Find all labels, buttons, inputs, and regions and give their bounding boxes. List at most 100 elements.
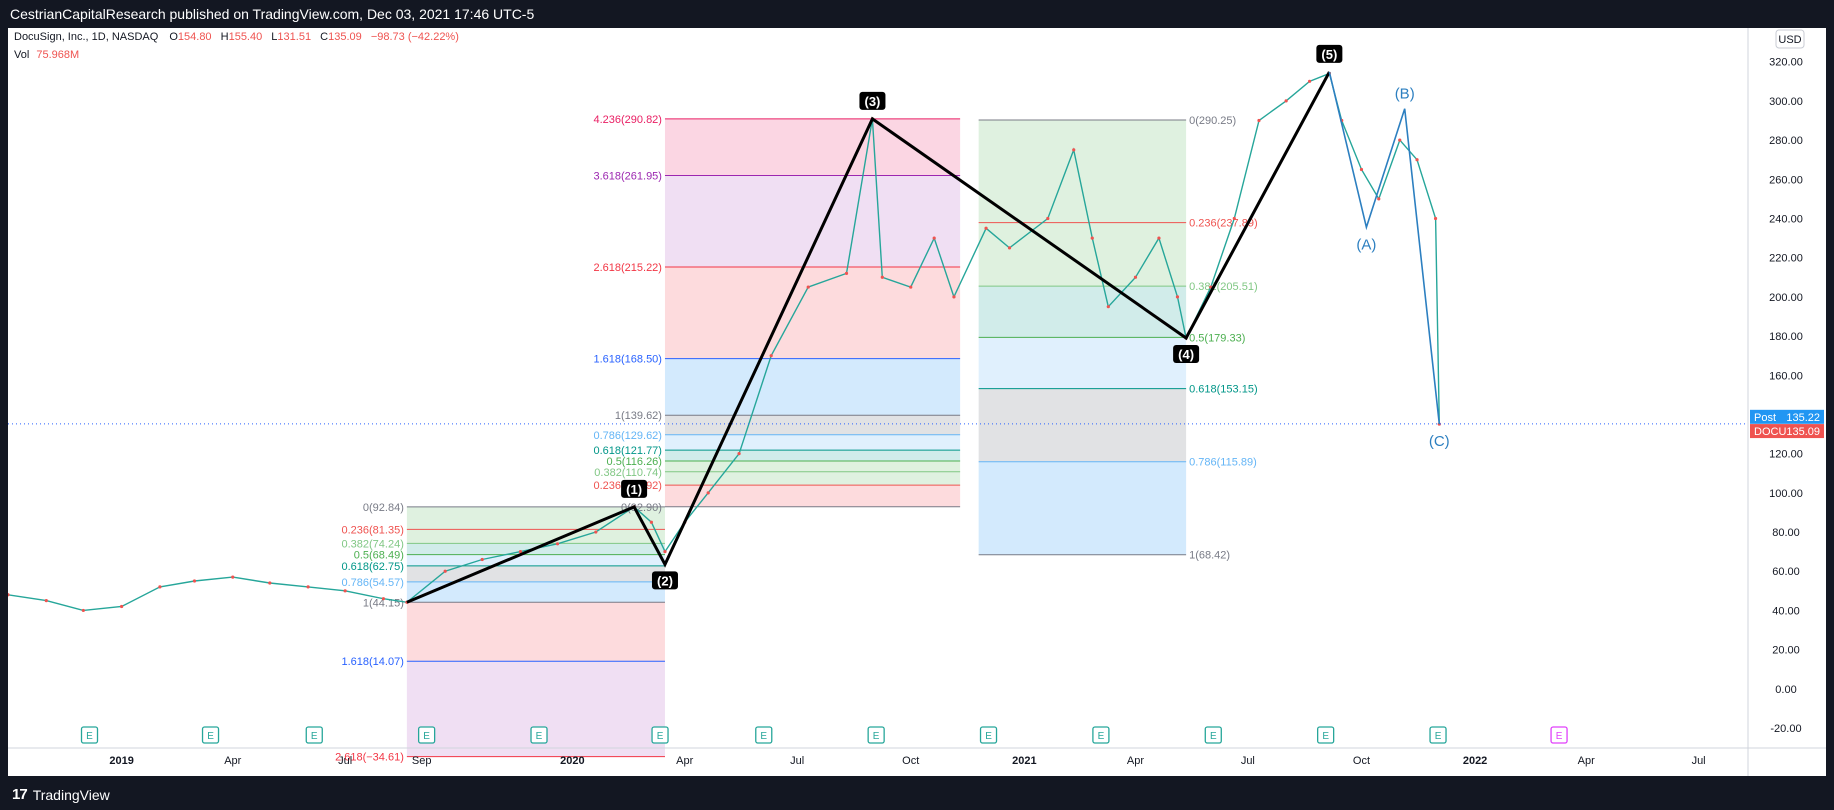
x-tick-label: Apr	[224, 755, 241, 767]
low-label: L	[271, 31, 277, 43]
price-point	[952, 295, 956, 299]
earnings-marker-label: E	[207, 731, 214, 742]
price-point	[120, 604, 124, 609]
fibonacci-layer: 0(92.84) 0.236(81.35) 0.382(74.24)0.5(68.4…	[335, 114, 1258, 764]
x-tick-label: Apr	[1127, 755, 1144, 767]
fib-level-label: 2.618(215.22)	[593, 262, 662, 274]
footer: 17 TradingView	[0, 780, 1834, 810]
earnings-marker	[1550, 726, 1568, 744]
price-point	[158, 585, 162, 589]
wave-label: (2)	[657, 573, 673, 588]
wave-label-box	[859, 91, 886, 110]
earnings-marker-label: E	[760, 731, 767, 742]
fib-level-label: 0.5(179.33)	[1189, 332, 1245, 344]
svg-text:Vol 75.968M: Vol 75.968M	[14, 49, 79, 61]
earnings-marker	[1092, 726, 1110, 744]
fib-band	[406, 565, 665, 582]
x-tick-label: Sep	[412, 755, 432, 767]
x-tick-label: Jul	[338, 755, 352, 767]
fib-band	[664, 471, 961, 486]
price-point	[1232, 216, 1236, 221]
low-value: 131.51	[277, 31, 311, 43]
price-point	[1359, 167, 1364, 172]
y-tick-label: -20.00	[1770, 723, 1801, 735]
x-tick-label: 2020	[560, 755, 584, 767]
fib-level-label: 2.618(−34.61)	[335, 752, 404, 764]
fib-band	[978, 461, 1187, 555]
fib-level-label: 0(92.84)	[363, 502, 404, 514]
abc-label: (C)	[1429, 433, 1450, 450]
fib-band	[978, 120, 1187, 223]
wave-label: (4)	[1178, 347, 1194, 362]
fib-band	[664, 434, 961, 451]
y-tick-label: 220.00	[1769, 253, 1803, 265]
fib-band	[978, 388, 1187, 462]
price-point	[518, 550, 523, 554]
fib-band	[406, 581, 665, 603]
symbol-title: DocuSign, Inc., 1D, NASDAQ	[14, 31, 159, 43]
wave-label: (1)	[626, 482, 642, 497]
earnings-marker	[979, 726, 998, 744]
fib-level-label: 1.618(168.50)	[593, 354, 662, 366]
x-tick-label: 2022	[1463, 755, 1487, 767]
publish-header: CestrianCapitalResearch published on Tra…	[0, 0, 1834, 28]
price-point	[1157, 236, 1161, 240]
fib-level-label: 3.618(261.95)	[593, 170, 662, 182]
fib-band	[978, 286, 1187, 338]
price-point	[306, 585, 310, 589]
last-price-tag-label: DOCU	[1754, 426, 1786, 438]
currency-label: USD	[1778, 34, 1801, 46]
fib-band	[664, 415, 961, 435]
tradingview-logo[interactable]: 17 TradingView	[12, 786, 110, 803]
fib-level-label: 0(92.90)	[621, 502, 662, 514]
x-tick-label: Apr	[1578, 755, 1595, 767]
y-tick-label: 300.00	[1769, 96, 1803, 108]
fib-level-label: 0.618(153.15)	[1189, 384, 1258, 396]
currency-button[interactable]: USD	[1775, 29, 1805, 49]
fib-level-label: 0.786(115.89)	[1189, 457, 1257, 469]
earnings-marker	[417, 726, 436, 744]
y-tick-label: 60.00	[1772, 566, 1800, 578]
price-point	[6, 593, 10, 597]
close-value: 135.09	[328, 31, 362, 43]
price-chart[interactable]: 0(92.84) 0.236(81.35) 0.382(74.24)0.5(68.4…	[6, 28, 1826, 776]
fib-level-label: 4.236(290.82)	[593, 114, 662, 126]
symbol-legend[interactable]: DocuSign, Inc., 1D, NASDAQ O154.80 H155.…	[14, 31, 459, 61]
earnings-marker	[530, 726, 548, 744]
fib-level-label: 0.382(110.74)	[594, 467, 662, 479]
price-line	[7, 72, 1440, 612]
earnings-marker-label: E	[657, 731, 664, 742]
fib-level-label: 0.382(74.24)	[341, 538, 403, 550]
price-point	[1090, 236, 1094, 240]
fib-level-label: 0.5(68.49)	[354, 550, 404, 562]
earnings-marker-label: E	[536, 731, 543, 742]
open-label: O	[169, 31, 178, 43]
abc-label: (B)	[1395, 86, 1415, 103]
fib-band	[978, 222, 1187, 287]
wave-label: (3)	[864, 94, 880, 109]
earnings-marker	[1429, 726, 1447, 744]
price-point	[769, 354, 773, 358]
y-tick-label: 0.00	[1775, 684, 1796, 696]
fib-band	[978, 337, 1187, 389]
chart-area[interactable]: 0(92.84) 0.236(81.35) 0.382(74.24) 0.5(68.4…	[6, 28, 1826, 776]
fib-level-label: 1(68.42)	[1189, 550, 1230, 562]
y-tick-label: 240.00	[1769, 213, 1803, 225]
price-point	[480, 557, 484, 562]
close-label: C	[320, 31, 328, 43]
earnings-marker-label: E	[423, 731, 430, 742]
earnings-marker	[755, 726, 773, 744]
earnings-marker	[305, 726, 323, 744]
open-value: 154.80	[178, 31, 212, 43]
price-point	[663, 550, 667, 554]
fib-band	[406, 529, 665, 544]
x-tick-label: Oct	[1353, 755, 1370, 767]
y-tick-label: 260.00	[1769, 174, 1803, 186]
fib-level-label: 0(290.25)	[1189, 115, 1236, 127]
high-label: H	[221, 31, 229, 43]
fib-band	[406, 554, 665, 566]
y-tick-label: 180.00	[1769, 331, 1803, 343]
price-point	[909, 285, 913, 289]
price-point	[844, 271, 849, 275]
